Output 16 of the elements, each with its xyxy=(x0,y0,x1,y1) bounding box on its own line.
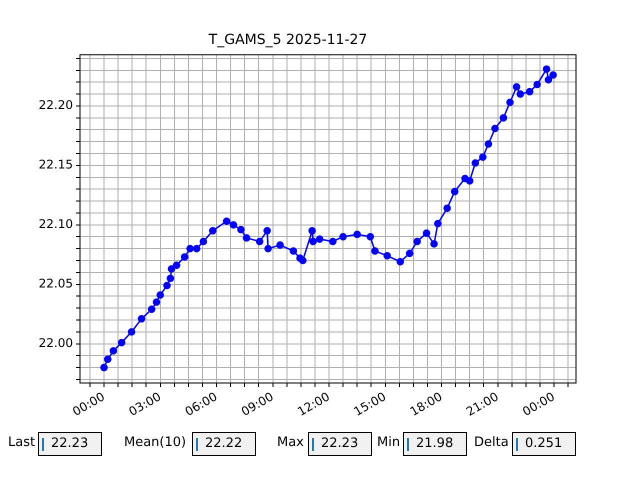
y-tick-label: 22.15 xyxy=(38,158,73,172)
text-field: 0.251 xyxy=(512,432,576,456)
y-tick-label: 22.20 xyxy=(38,98,73,112)
text: Last xyxy=(8,435,36,450)
text: Delta xyxy=(474,435,509,450)
text: Min xyxy=(377,435,400,450)
text: Max xyxy=(277,435,304,450)
y-tick-label: 22.00 xyxy=(38,336,73,350)
text: Mean(10) xyxy=(124,435,186,450)
text-field: 22.23 xyxy=(308,432,372,456)
text-field: 22.23 xyxy=(38,432,102,456)
text-field: 21.98 xyxy=(403,432,467,456)
y-tick-label: 22.10 xyxy=(38,216,73,231)
chart-title: T_GAMS_5 2025-11-27 xyxy=(208,32,368,48)
text-field: 22.22 xyxy=(192,432,256,456)
y-tick-label: 22.05 xyxy=(38,276,73,290)
